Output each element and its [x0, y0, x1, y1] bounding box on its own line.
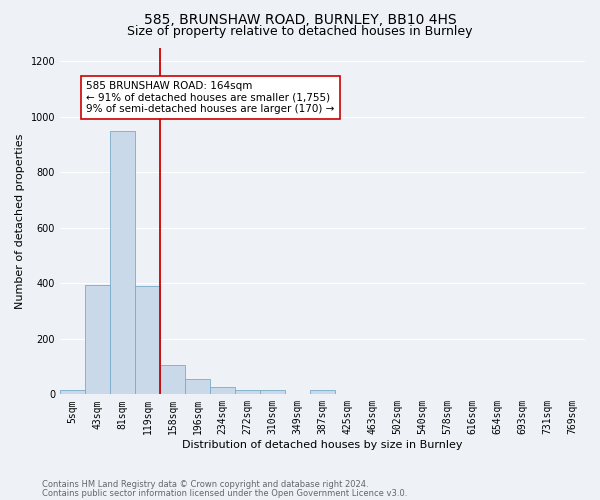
Text: 585 BRUNSHAW ROAD: 164sqm
← 91% of detached houses are smaller (1,755)
9% of sem: 585 BRUNSHAW ROAD: 164sqm ← 91% of detac…	[86, 81, 335, 114]
Bar	[60, 390, 85, 394]
Text: Contains HM Land Registry data © Crown copyright and database right 2024.: Contains HM Land Registry data © Crown c…	[42, 480, 368, 489]
Y-axis label: Number of detached properties: Number of detached properties	[15, 133, 25, 308]
Text: 585, BRUNSHAW ROAD, BURNLEY, BB10 4HS: 585, BRUNSHAW ROAD, BURNLEY, BB10 4HS	[143, 12, 457, 26]
Bar	[185, 379, 210, 394]
Bar	[110, 130, 135, 394]
Bar	[235, 390, 260, 394]
Text: Size of property relative to detached houses in Burnley: Size of property relative to detached ho…	[127, 25, 473, 38]
Bar	[260, 390, 285, 394]
Bar	[210, 388, 235, 394]
X-axis label: Distribution of detached houses by size in Burnley: Distribution of detached houses by size …	[182, 440, 463, 450]
Bar	[160, 365, 185, 394]
Bar	[85, 284, 110, 395]
Bar	[135, 286, 160, 395]
Bar	[310, 390, 335, 394]
Text: Contains public sector information licensed under the Open Government Licence v3: Contains public sector information licen…	[42, 488, 407, 498]
